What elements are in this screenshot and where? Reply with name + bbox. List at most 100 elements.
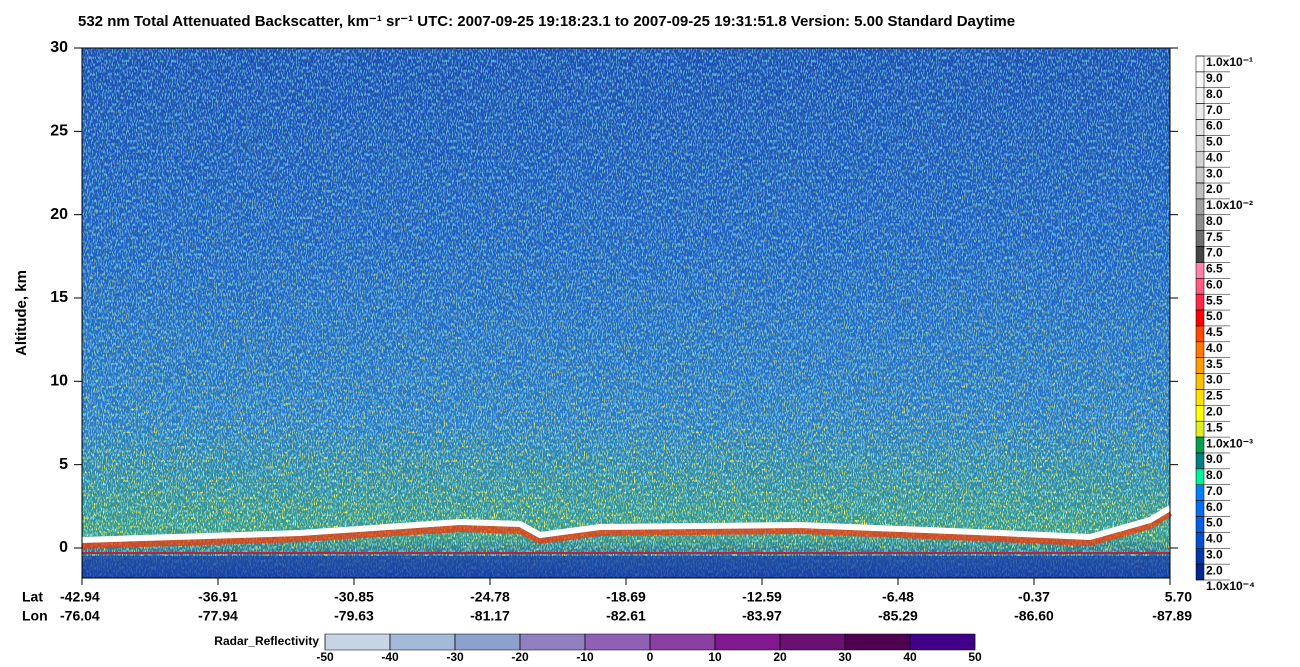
colorbar-label: 6.5 [1206, 262, 1223, 276]
colorbar-label: 3.5 [1206, 357, 1223, 371]
colorbar-swatch [1195, 119, 1205, 136]
x-tick-label: -6.48 [882, 589, 914, 605]
x-tick-label: -76.04 [60, 608, 100, 624]
colorbar-label: 9.0 [1206, 71, 1223, 85]
radar-swatch [844, 633, 911, 651]
colorbar-label: 3.0 [1206, 166, 1223, 180]
colorbar-swatch [1195, 262, 1205, 279]
colorbar-swatch [1195, 500, 1205, 517]
y-tick-label: 25 [50, 123, 68, 140]
x-tick-label: -42.94 [60, 589, 100, 605]
x-tick-label: -79.63 [334, 608, 374, 624]
colorbar-label: 4.0 [1206, 532, 1223, 546]
radar-swatch [779, 633, 846, 651]
colorbar-label: 7.0 [1206, 246, 1223, 260]
colorbar-swatch [1195, 182, 1205, 200]
colorbar-swatch [1195, 547, 1205, 565]
x-tick-label: -85.29 [878, 608, 918, 624]
radar-swatch [714, 633, 781, 651]
chart-title: 532 nm Total Attenuated Backscatter, km⁻… [78, 13, 1015, 30]
colorbar-swatch [1195, 420, 1205, 438]
colorbar-label: 8.0 [1206, 87, 1223, 101]
colorbar-swatch [1195, 230, 1205, 247]
colorbar-label: 6.0 [1206, 500, 1223, 514]
colorbar-label: 4.0 [1206, 341, 1223, 355]
colorbar-swatch [1195, 151, 1205, 168]
x-tick-label: -36.91 [198, 589, 238, 605]
x-tick-label: -87.89 [1152, 608, 1192, 624]
colorbar-swatch [1195, 357, 1205, 374]
x-tick-label: -18.69 [606, 589, 646, 605]
colorbar-swatch [1195, 405, 1205, 422]
colorbar-swatch [1195, 436, 1205, 454]
colorbar-label: 1.5 [1206, 420, 1223, 434]
colorbar-swatch [1195, 135, 1205, 152]
colorbar-swatch [1195, 516, 1205, 533]
colorbar-swatch [1195, 325, 1205, 343]
colorbar-swatch [1195, 214, 1205, 231]
radar-colorbar-label: Radar_Reflectivity [214, 634, 319, 648]
radar-tick-label: 20 [773, 650, 787, 664]
colorbar-swatch [1195, 293, 1205, 311]
radar-swatch [584, 633, 651, 651]
colorbar-label: 1.0x10⁻⁴ [1206, 579, 1255, 593]
x-tick-label: -0.37 [1018, 589, 1050, 605]
colorbar-label: 6.0 [1206, 119, 1223, 133]
y-tick-label: 15 [50, 289, 68, 306]
colorbar-swatch [1195, 484, 1205, 501]
radar-tick-label: -40 [381, 650, 399, 664]
radar-swatch [389, 633, 456, 651]
radar-tick-label: -50 [316, 650, 334, 664]
x-row-name: Lon [22, 608, 48, 624]
colorbar-swatch [1195, 452, 1205, 470]
radar-tick-label: 40 [903, 650, 917, 664]
colorbar-label: 4.0 [1206, 150, 1223, 164]
colorbar-label: 7.0 [1206, 103, 1223, 117]
colorbar-label: 1.0x10⁻¹ [1206, 55, 1253, 69]
x-tick-label: -24.78 [470, 589, 510, 605]
colorbar-label: 1.0x10⁻² [1206, 198, 1253, 212]
y-tick-label: 5 [59, 456, 68, 473]
x-tick-label: -77.94 [198, 608, 238, 624]
x-tick-label: -12.59 [742, 589, 782, 605]
x-tick-label: 5.70 [1165, 589, 1192, 605]
radar-tick-label: 0 [647, 650, 654, 664]
colorbar-label: 8.0 [1206, 214, 1223, 228]
colorbar-label: 2.0 [1206, 182, 1223, 196]
colorbar-swatch [1195, 309, 1205, 327]
colorbar-label: 7.5 [1206, 230, 1223, 244]
colorbar-label: 5.0 [1206, 135, 1223, 149]
colorbar-label: 3.0 [1206, 547, 1223, 561]
colorbar-label: 7.0 [1206, 484, 1223, 498]
x-row-name: Lat [22, 589, 43, 605]
radar-swatch [519, 633, 586, 651]
backscatter-curtain [81, 48, 1173, 578]
colorbar-swatch [1195, 166, 1205, 184]
x-tick-label: -83.97 [742, 608, 782, 624]
colorbar-swatch [1195, 389, 1205, 406]
x-tick-label: -81.17 [470, 608, 510, 624]
radar-swatch [454, 633, 521, 651]
colorbar-label: 2.5 [1206, 389, 1223, 403]
colorbar-label: 5.5 [1206, 293, 1223, 307]
colorbar-swatch [1195, 278, 1205, 295]
radar-tick-label: 10 [708, 650, 722, 664]
colorbar-swatch [1195, 198, 1205, 216]
colorbar-label: 2.0 [1206, 405, 1223, 419]
y-tick-label: 10 [50, 373, 68, 390]
colorbar-swatch [1195, 341, 1205, 358]
colorbar-swatch [1195, 563, 1205, 581]
y-tick-label: 30 [50, 39, 68, 56]
radar-swatch [649, 633, 716, 651]
colorbar-label: 8.0 [1206, 468, 1223, 482]
colorbar-swatch [1195, 87, 1205, 104]
colorbar-label: 2.0 [1206, 563, 1223, 577]
colorbar-label: 1.0x10⁻³ [1206, 436, 1253, 450]
radar-swatch [324, 633, 391, 651]
y-tick-label: 20 [50, 206, 68, 223]
colorbar-swatch [1195, 246, 1205, 263]
colorbar-swatch [1195, 103, 1205, 120]
x-tick-label: -82.61 [606, 608, 646, 624]
radar-tick-label: -20 [511, 650, 529, 664]
